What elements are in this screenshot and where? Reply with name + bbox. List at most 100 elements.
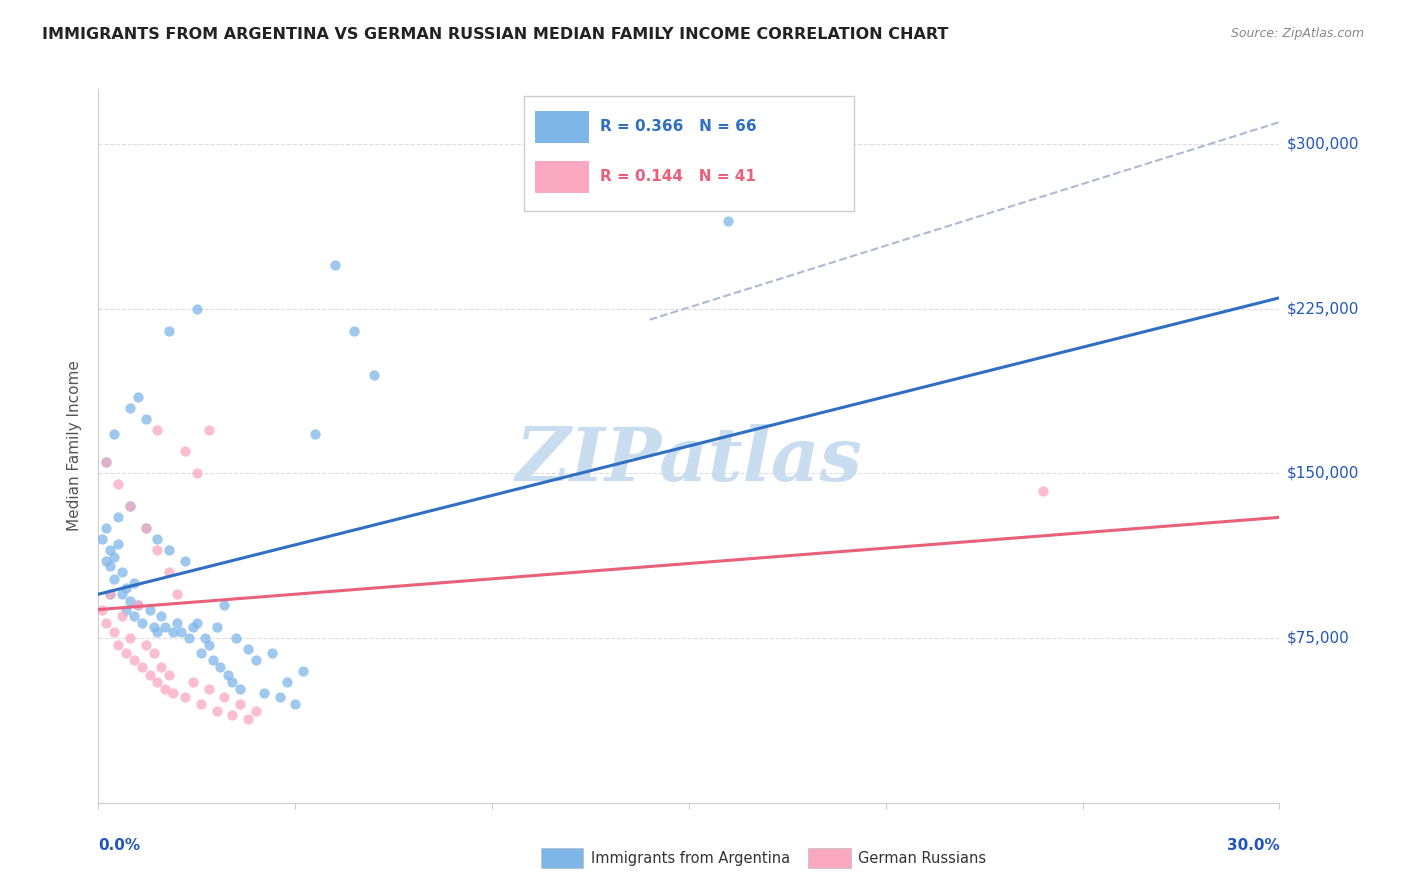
Point: [292, 664, 315, 678]
Point: [138, 602, 160, 616]
Point: [103, 549, 125, 564]
FancyBboxPatch shape: [536, 161, 589, 193]
Point: [229, 681, 252, 696]
Point: [135, 521, 157, 535]
Point: [174, 444, 197, 458]
Point: [138, 668, 160, 682]
Point: [118, 500, 141, 514]
Point: [96, 521, 118, 535]
Point: [155, 620, 177, 634]
Point: [205, 704, 228, 718]
Point: [170, 624, 193, 639]
Point: [201, 653, 224, 667]
Point: [115, 647, 138, 661]
Point: [236, 642, 259, 657]
Text: R = 0.144   N = 41: R = 0.144 N = 41: [600, 169, 756, 184]
Point: [245, 704, 267, 718]
Point: [284, 697, 307, 711]
Point: [103, 624, 125, 639]
Point: [142, 647, 165, 661]
Point: [221, 708, 243, 723]
Point: [197, 638, 219, 652]
Point: [190, 647, 212, 661]
Point: [304, 426, 326, 441]
Point: [111, 609, 134, 624]
Point: [181, 675, 204, 690]
Point: [146, 543, 169, 558]
Text: R = 0.366   N = 66: R = 0.366 N = 66: [600, 119, 756, 134]
Point: [225, 631, 247, 645]
Point: [127, 598, 149, 612]
Point: [181, 620, 204, 634]
Text: 0.0%: 0.0%: [98, 838, 141, 854]
Point: [717, 214, 740, 228]
Point: [146, 675, 169, 690]
Point: [146, 423, 169, 437]
FancyBboxPatch shape: [536, 111, 589, 143]
Point: [96, 455, 118, 469]
Point: [122, 576, 145, 591]
Point: [260, 647, 283, 661]
Point: [107, 477, 129, 491]
Text: $75,000: $75,000: [1286, 631, 1350, 646]
Point: [98, 587, 121, 601]
Point: [276, 675, 298, 690]
Point: [98, 587, 121, 601]
Point: [162, 624, 184, 639]
Point: [214, 690, 236, 705]
Text: ZIPatlas: ZIPatlas: [516, 424, 862, 497]
Point: [91, 602, 114, 616]
Point: [118, 401, 141, 415]
Point: [186, 301, 208, 316]
Point: [343, 324, 366, 338]
Point: [127, 390, 149, 404]
Point: [146, 624, 169, 639]
Text: Immigrants from Argentina: Immigrants from Argentina: [591, 851, 790, 865]
Y-axis label: Median Family Income: Median Family Income: [67, 360, 83, 532]
Point: [111, 566, 134, 580]
Point: [150, 659, 173, 673]
Point: [166, 615, 188, 630]
FancyBboxPatch shape: [523, 96, 855, 211]
Point: [107, 510, 129, 524]
Text: $225,000: $225,000: [1286, 301, 1358, 317]
Point: [96, 554, 118, 568]
Point: [269, 690, 291, 705]
Point: [205, 620, 228, 634]
Point: [157, 324, 180, 338]
Point: [115, 602, 138, 616]
Point: [162, 686, 184, 700]
Point: [186, 615, 208, 630]
Point: [127, 598, 149, 612]
Point: [107, 638, 129, 652]
Point: [177, 631, 200, 645]
Point: [107, 537, 129, 551]
Point: [190, 697, 212, 711]
Point: [118, 594, 141, 608]
Point: [174, 554, 197, 568]
Point: [166, 587, 188, 601]
Point: [115, 581, 138, 595]
Point: [214, 598, 236, 612]
Point: [1032, 483, 1054, 498]
Point: [131, 659, 153, 673]
Point: [135, 411, 157, 425]
Point: [197, 423, 219, 437]
Point: [229, 697, 252, 711]
Text: $300,000: $300,000: [1286, 136, 1360, 152]
Text: 30.0%: 30.0%: [1226, 838, 1279, 854]
Point: [209, 659, 232, 673]
Point: [135, 638, 157, 652]
Point: [197, 681, 219, 696]
Point: [118, 500, 141, 514]
Point: [131, 615, 153, 630]
Point: [122, 609, 145, 624]
Point: [98, 543, 121, 558]
Point: [194, 631, 217, 645]
Text: $150,000: $150,000: [1286, 466, 1358, 481]
Point: [217, 668, 239, 682]
Point: [122, 653, 145, 667]
Point: [91, 533, 114, 547]
Point: [98, 558, 121, 573]
Point: [245, 653, 267, 667]
